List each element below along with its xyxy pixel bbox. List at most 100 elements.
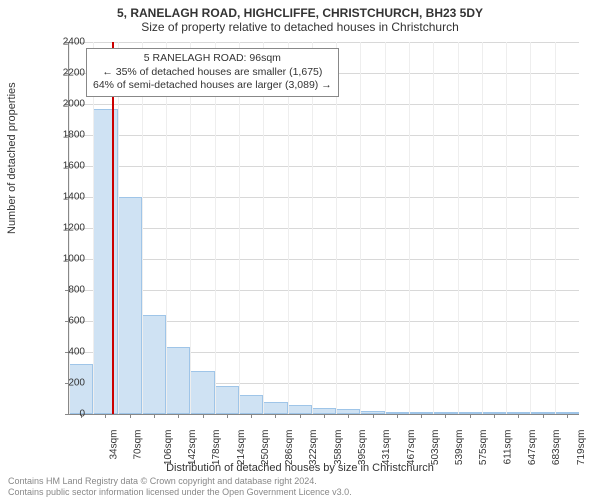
histogram-bar bbox=[263, 402, 287, 414]
x-tick-label: 431sqm bbox=[381, 430, 392, 466]
x-tick-mark bbox=[154, 414, 155, 418]
y-tick-label: 1200 bbox=[45, 223, 85, 234]
gridline-h bbox=[69, 42, 579, 43]
gridline-v bbox=[263, 42, 264, 414]
x-tick-label: 142sqm bbox=[187, 430, 198, 466]
y-tick-label: 1600 bbox=[45, 161, 85, 172]
title-sub: Size of property relative to detached ho… bbox=[0, 20, 600, 36]
x-tick-label: 683sqm bbox=[551, 430, 562, 466]
y-tick-label: 400 bbox=[45, 347, 85, 358]
gridline-h bbox=[69, 228, 579, 229]
footer-line-1: Contains HM Land Registry data © Crown c… bbox=[8, 476, 352, 487]
x-tick-label: 647sqm bbox=[527, 430, 538, 466]
histogram-bar bbox=[118, 197, 142, 414]
gridline-v bbox=[530, 42, 531, 414]
x-tick-mark bbox=[494, 414, 495, 418]
gridline-v bbox=[215, 42, 216, 414]
histogram-bar bbox=[239, 395, 263, 414]
x-tick-mark bbox=[130, 414, 131, 418]
histogram-bar bbox=[288, 405, 312, 414]
histogram-bar bbox=[142, 315, 166, 414]
footer-attribution: Contains HM Land Registry data © Crown c… bbox=[8, 476, 352, 498]
x-tick-label: 503sqm bbox=[430, 430, 441, 466]
x-tick-label: 178sqm bbox=[211, 430, 222, 466]
gridline-v bbox=[118, 42, 119, 414]
y-axis-label: Number of detached properties bbox=[6, 82, 18, 234]
histogram-bar bbox=[69, 364, 93, 414]
gridline-v bbox=[482, 42, 483, 414]
x-tick-mark bbox=[275, 414, 276, 418]
y-tick-label: 2400 bbox=[45, 37, 85, 48]
y-tick-label: 2000 bbox=[45, 99, 85, 110]
y-tick-label: 200 bbox=[45, 378, 85, 389]
x-tick-mark bbox=[567, 414, 568, 418]
x-tick-label: 611sqm bbox=[502, 430, 513, 465]
title-main: 5, RANELAGH ROAD, HIGHCLIFFE, CHRISTCHUR… bbox=[0, 0, 600, 20]
x-tick-label: 467sqm bbox=[406, 430, 417, 466]
gridline-v bbox=[239, 42, 240, 414]
x-tick-mark bbox=[543, 414, 544, 418]
x-tick-label: 250sqm bbox=[260, 430, 271, 466]
x-tick-label: 70sqm bbox=[133, 430, 144, 460]
x-tick-mark bbox=[348, 414, 349, 418]
x-tick-label: 322sqm bbox=[309, 430, 320, 466]
gridline-v bbox=[506, 42, 507, 414]
x-tick-mark bbox=[421, 414, 422, 418]
annotation-box: 5 RANELAGH ROAD: 96sqm ← 35% of detached… bbox=[86, 48, 339, 97]
x-tick-mark bbox=[324, 414, 325, 418]
gridline-v bbox=[142, 42, 143, 414]
y-tick-label: 2200 bbox=[45, 68, 85, 79]
x-tick-mark bbox=[178, 414, 179, 418]
x-tick-label: 395sqm bbox=[357, 430, 368, 466]
x-tick-mark bbox=[445, 414, 446, 418]
y-tick-label: 600 bbox=[45, 316, 85, 327]
gridline-v bbox=[385, 42, 386, 414]
x-tick-label: 106sqm bbox=[163, 430, 174, 466]
annotation-line-3: 64% of semi-detached houses are larger (… bbox=[93, 79, 332, 93]
gridline-v bbox=[166, 42, 167, 414]
x-tick-mark bbox=[373, 414, 374, 418]
x-tick-mark bbox=[300, 414, 301, 418]
y-tick-label: 0 bbox=[45, 409, 85, 420]
x-tick-mark bbox=[470, 414, 471, 418]
x-tick-mark bbox=[203, 414, 204, 418]
gridline-v bbox=[555, 42, 556, 414]
gridline-h bbox=[69, 135, 579, 136]
gridline-v bbox=[190, 42, 191, 414]
x-tick-mark bbox=[251, 414, 252, 418]
histogram-bar bbox=[166, 347, 190, 414]
x-tick-label: 539sqm bbox=[454, 430, 465, 466]
gridline-v bbox=[360, 42, 361, 414]
gridline-h bbox=[69, 259, 579, 260]
annotation-line-1: 5 RANELAGH ROAD: 96sqm bbox=[93, 52, 332, 66]
x-tick-label: 575sqm bbox=[479, 430, 490, 466]
plot-area bbox=[68, 42, 579, 415]
x-tick-label: 286sqm bbox=[284, 430, 295, 466]
x-tick-mark bbox=[518, 414, 519, 418]
x-tick-label: 719sqm bbox=[576, 430, 587, 466]
y-tick-label: 1400 bbox=[45, 192, 85, 203]
y-tick-label: 1000 bbox=[45, 254, 85, 265]
histogram-bar bbox=[215, 386, 239, 414]
y-tick-label: 1800 bbox=[45, 130, 85, 141]
gridline-h bbox=[69, 290, 579, 291]
x-tick-label: 214sqm bbox=[236, 430, 247, 466]
gridline-v bbox=[409, 42, 410, 414]
gridline-h bbox=[69, 166, 579, 167]
footer-line-2: Contains public sector information licen… bbox=[8, 487, 352, 498]
x-tick-mark bbox=[397, 414, 398, 418]
chart-container: 5, RANELAGH ROAD, HIGHCLIFFE, CHRISTCHUR… bbox=[0, 0, 600, 500]
x-tick-mark bbox=[105, 414, 106, 418]
gridline-v bbox=[433, 42, 434, 414]
y-tick-label: 800 bbox=[45, 285, 85, 296]
gridline-v bbox=[93, 42, 94, 414]
x-tick-label: 34sqm bbox=[109, 430, 120, 460]
gridline-h bbox=[69, 197, 579, 198]
gridline-v bbox=[312, 42, 313, 414]
x-tick-mark bbox=[227, 414, 228, 418]
gridline-v bbox=[288, 42, 289, 414]
gridline-v bbox=[458, 42, 459, 414]
property-marker-line bbox=[112, 42, 114, 414]
gridline-h bbox=[69, 104, 579, 105]
x-tick-label: 358sqm bbox=[333, 430, 344, 466]
